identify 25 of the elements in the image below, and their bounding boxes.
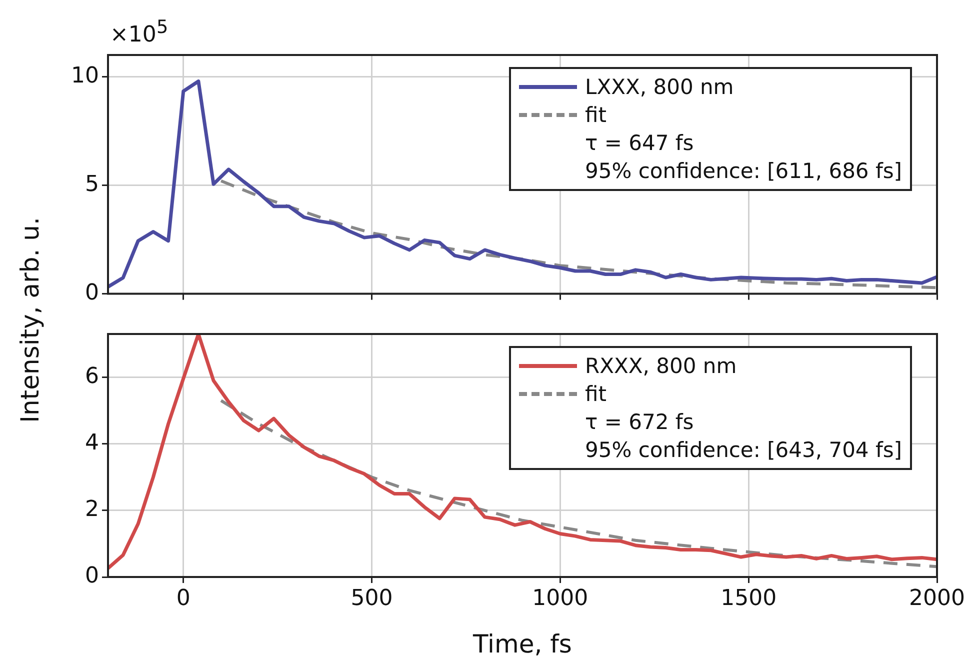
y-tick-label: 4 — [85, 430, 99, 456]
text: ×10$^{5}$ — [110, 17, 168, 48]
x-tick-label: 1000 — [532, 586, 588, 611]
x-tick-label: 1500 — [720, 586, 777, 611]
legend-label: fit — [585, 102, 606, 129]
legend-label: LXXX, 800 nm — [585, 74, 734, 101]
annotation: 95% confidence: [611, 686 fs] — [584, 158, 902, 185]
y-tick-label: 2 — [85, 497, 99, 522]
legend-label: RXXX, 800 nm — [585, 353, 737, 380]
line-series — [220, 179, 937, 290]
x-tick-label: 500 — [350, 586, 393, 611]
y-axis-title: Intensity, arb. u. — [16, 217, 44, 423]
x-tick-label: 2000 — [909, 586, 965, 611]
legend-label: fit — [585, 381, 606, 408]
y-tick-label: 6 — [85, 364, 99, 389]
y-tick-label: 0 — [85, 280, 99, 306]
line-series — [220, 399, 937, 568]
y-tick-label: 5 — [85, 172, 99, 197]
y-tick-label: 0 — [85, 564, 99, 589]
annotation: 95% confidence: [643, 704 fs] — [584, 437, 902, 464]
x-axis-title: Time, fs — [472, 630, 572, 658]
x-tick-label: 0 — [176, 586, 190, 611]
annotation: τ = 647 fs — [584, 130, 695, 157]
y-tick-label: 10 — [71, 63, 99, 88]
annotation: τ = 672 fs — [584, 409, 695, 436]
